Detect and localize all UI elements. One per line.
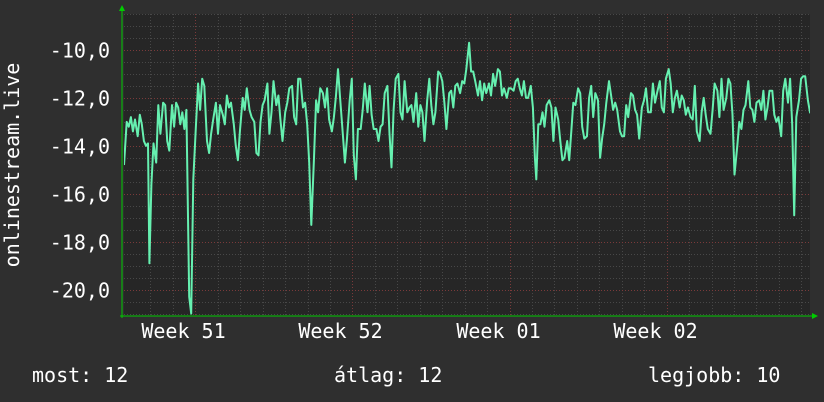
current-value-stat: most: 12 [32, 363, 129, 387]
x-tick-label: Week 52 [298, 319, 382, 343]
y-axis-label: onlinestream.live [0, 63, 24, 268]
x-tick-label: Week 51 [141, 319, 225, 343]
y-tick-label: -16,0 [50, 183, 110, 207]
series-line-0 [124, 41, 810, 315]
y-tick-label: -10,0 [50, 39, 110, 63]
x-tick-label: Week 02 [613, 319, 697, 343]
y-tick-label: -18,0 [50, 231, 110, 255]
average-value-stat: átlag: 12 [334, 363, 443, 387]
best-value-stat: legjobb: 10 [648, 363, 781, 387]
line-chart: -10,0 -12,0 -14,0 -16,0 -18,0 -20,0 Week 51 Wee… [0, 5, 818, 343]
x-tick-label: Week 01 [456, 319, 540, 343]
y-tick-label: -20,0 [50, 279, 110, 303]
x-axis-arrow-icon [812, 313, 818, 319]
y-axis-arrow-icon [119, 5, 125, 11]
y-tick-label: -14,0 [50, 135, 110, 159]
y-tick-label: -12,0 [50, 87, 110, 111]
